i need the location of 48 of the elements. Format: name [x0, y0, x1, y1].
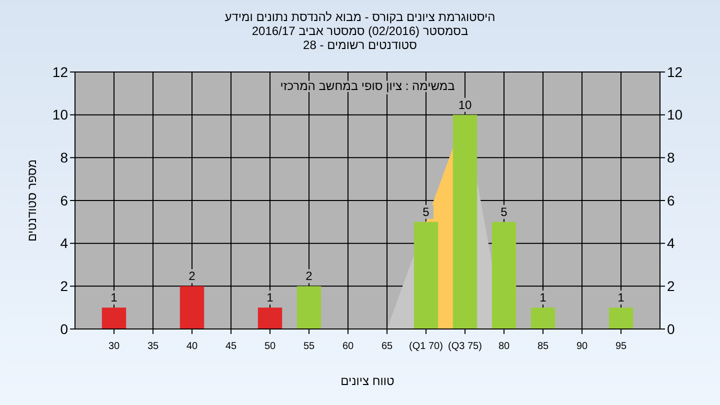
chart-title: היסטוגרמת ציונים בקורס - מבוא להנדסת נתונים ומידע	[224, 10, 496, 24]
x-tick-label: 50	[264, 341, 276, 352]
x-tick-label: (Q3 75)	[448, 341, 482, 352]
x-tick-label: 35	[147, 341, 159, 352]
y2-tick-label: 10	[667, 106, 683, 123]
y2-tick-label: 4	[667, 235, 675, 252]
x-tick-label: 45	[225, 341, 237, 352]
y-tick-label: 12	[52, 64, 68, 80]
bar	[608, 308, 634, 329]
y-tick-label: 4	[60, 235, 68, 252]
y2-tick-label: 12	[667, 64, 683, 80]
data-label: 10	[458, 98, 472, 112]
y-tick-label: 2	[60, 278, 68, 294]
x-tick-label: 55	[303, 341, 315, 352]
data-label: 5	[500, 204, 508, 219]
data-label: 1	[266, 290, 274, 305]
bar	[180, 286, 204, 329]
data-label: 1	[540, 290, 547, 305]
data-label: 5	[422, 204, 430, 219]
y2-tick-label: 8	[667, 150, 675, 166]
data-label: 1	[618, 290, 625, 305]
x-tick-label: 30	[108, 341, 120, 352]
x-tick-label: 65	[381, 341, 393, 352]
bar	[530, 308, 556, 329]
bar	[102, 308, 126, 329]
x-tick-label: 90	[576, 341, 588, 352]
data-label: 2	[188, 269, 196, 284]
x-tick-label: 85	[537, 341, 549, 352]
chart-subtitle: בסמסטר (02/2016) סמסטר אביב 2016/17 סטודנטים רשומים - 28	[252, 24, 468, 52]
x-tick-label: 40	[186, 341, 198, 352]
bar	[296, 286, 322, 329]
x-axis-title: טווח ציונים	[340, 374, 395, 388]
x-tick-label: 95	[615, 341, 627, 352]
x-tick-label: 80	[498, 341, 510, 352]
y-tick-label: 8	[60, 150, 68, 166]
y-tick-label: 6	[60, 192, 68, 208]
y2-tick-label: 0	[667, 320, 675, 337]
y-tick-label: 10	[52, 106, 68, 123]
x-tick-label: 60	[342, 341, 354, 352]
y-axis-title: מספר סטודנטים	[25, 159, 39, 242]
bar	[492, 222, 516, 329]
y2-tick-label: 2	[667, 278, 675, 294]
bar	[258, 308, 282, 329]
data-label: 1	[110, 290, 118, 305]
data-label: 2	[306, 269, 313, 284]
y2-tick-label: 6	[667, 192, 675, 208]
y-tick-label: 0	[60, 320, 68, 337]
x-tick-label: (Q1 70)	[409, 341, 443, 352]
